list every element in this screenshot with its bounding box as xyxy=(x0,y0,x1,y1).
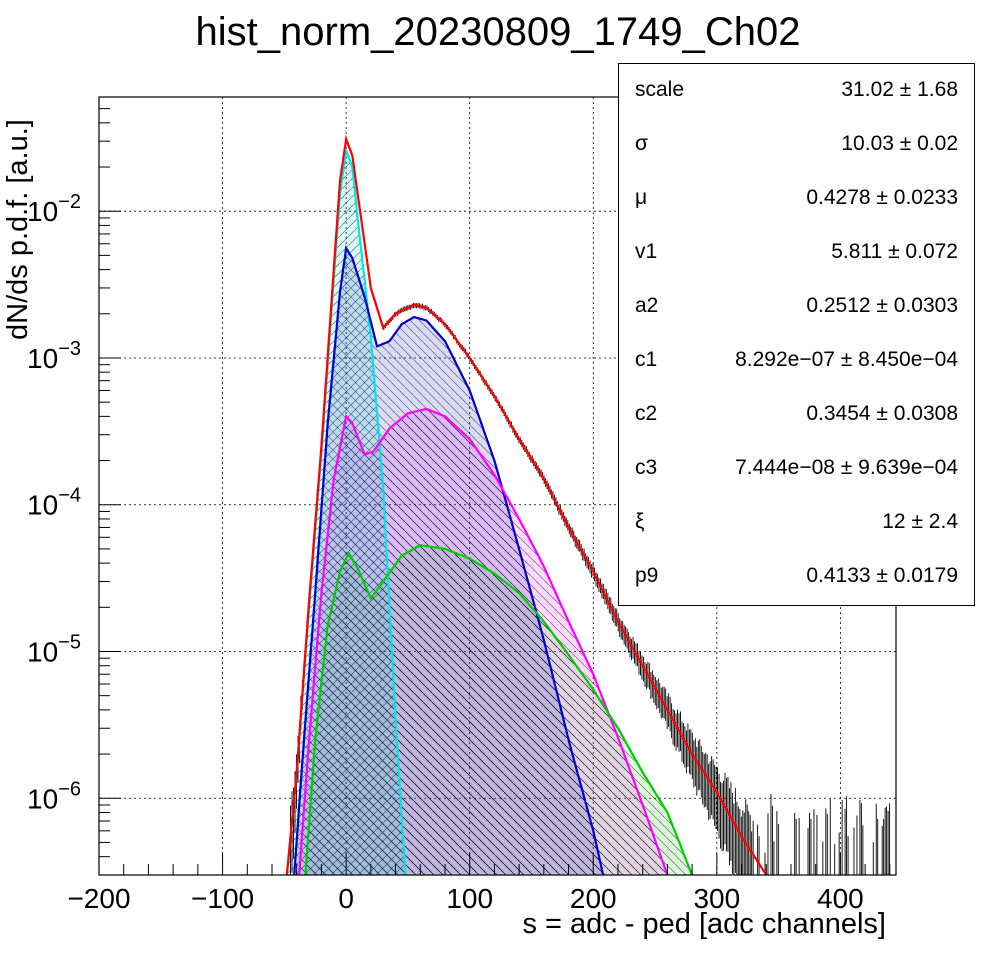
stat-row: σ 10.03 ± 0.02 xyxy=(619,118,974,172)
x-tick-label: 0 xyxy=(338,883,354,914)
x-axis-label: s = adc - ped [adc channels] xyxy=(522,908,886,940)
component-curve xyxy=(293,245,605,875)
stat-name: c1 xyxy=(635,348,658,371)
stat-row: v1 5.811 ± 0.072 xyxy=(619,226,974,280)
stat-row: p9 0.4133 ± 0.0179 xyxy=(619,550,974,604)
y-tick-label: 10−6 xyxy=(27,778,81,814)
y-tick-label: 10−5 xyxy=(27,631,81,667)
stat-row: ξ 12 ± 2.4 xyxy=(619,496,974,550)
stat-name: p9 xyxy=(635,564,659,587)
x-tick-label: −200 xyxy=(67,883,130,914)
stat-value: 10.03 ± 0.02 xyxy=(841,132,958,155)
stat-value: 5.811 ± 0.072 xyxy=(831,240,958,263)
stat-value: 0.3454 ± 0.0308 xyxy=(806,402,958,425)
stat-row: c2 0.3454 ± 0.0308 xyxy=(619,388,974,442)
y-tick-label: 10−2 xyxy=(27,191,81,227)
stat-name: scale xyxy=(635,78,685,101)
stat-value: 7.444e−08 ± 9.639e−04 xyxy=(735,456,958,479)
stat-value: 12 ± 2.4 xyxy=(882,510,958,533)
component-hatch xyxy=(286,150,406,875)
component-curve xyxy=(304,544,694,875)
stat-value: 31.02 ± 1.68 xyxy=(841,78,958,101)
stat-value: 0.4278 ± 0.0233 xyxy=(806,186,958,209)
stat-row: a2 0.2512 ± 0.0303 xyxy=(619,280,974,334)
x-tick-label: 100 xyxy=(446,883,493,914)
total-fit-curve xyxy=(285,134,768,875)
stat-name: v1 xyxy=(635,240,658,263)
fit-parameters-box: scale 31.02 ± 1.68 σ 10.03 ± 0.02 μ 0.42… xyxy=(618,63,975,606)
stat-row: c3 7.444e−08 ± 9.639e−04 xyxy=(619,442,974,496)
component-curve xyxy=(298,407,669,875)
stat-name: c3 xyxy=(635,456,658,479)
stat-name: ξ xyxy=(635,510,645,533)
stat-value: 8.292e−07 ± 8.450e−04 xyxy=(735,348,958,371)
stat-row: scale 31.02 ± 1.68 xyxy=(619,64,974,118)
stat-value: 0.4133 ± 0.0179 xyxy=(806,564,958,587)
x-tick-label: 400 xyxy=(817,883,864,914)
stat-name: a2 xyxy=(635,294,659,317)
y-tick-label: 10−3 xyxy=(27,338,81,374)
stat-row: c1 8.292e−07 ± 8.450e−04 xyxy=(619,334,974,388)
stat-name: σ xyxy=(635,132,648,155)
stat-row: μ 0.4278 ± 0.0233 xyxy=(619,172,974,226)
y-tick-label: 10−4 xyxy=(27,485,81,521)
stat-value: 0.2512 ± 0.0303 xyxy=(806,294,958,317)
chart-title: hist_norm_20230809_1749_Ch02 xyxy=(195,10,801,54)
stat-name: c2 xyxy=(635,402,658,425)
stat-name: μ xyxy=(635,186,648,209)
y-axis-label: dN/ds p.d.f. [a.u.] xyxy=(2,119,34,340)
x-tick-label: 300 xyxy=(693,883,740,914)
x-tick-label: 200 xyxy=(570,883,617,914)
x-tick-label: −100 xyxy=(191,883,254,914)
